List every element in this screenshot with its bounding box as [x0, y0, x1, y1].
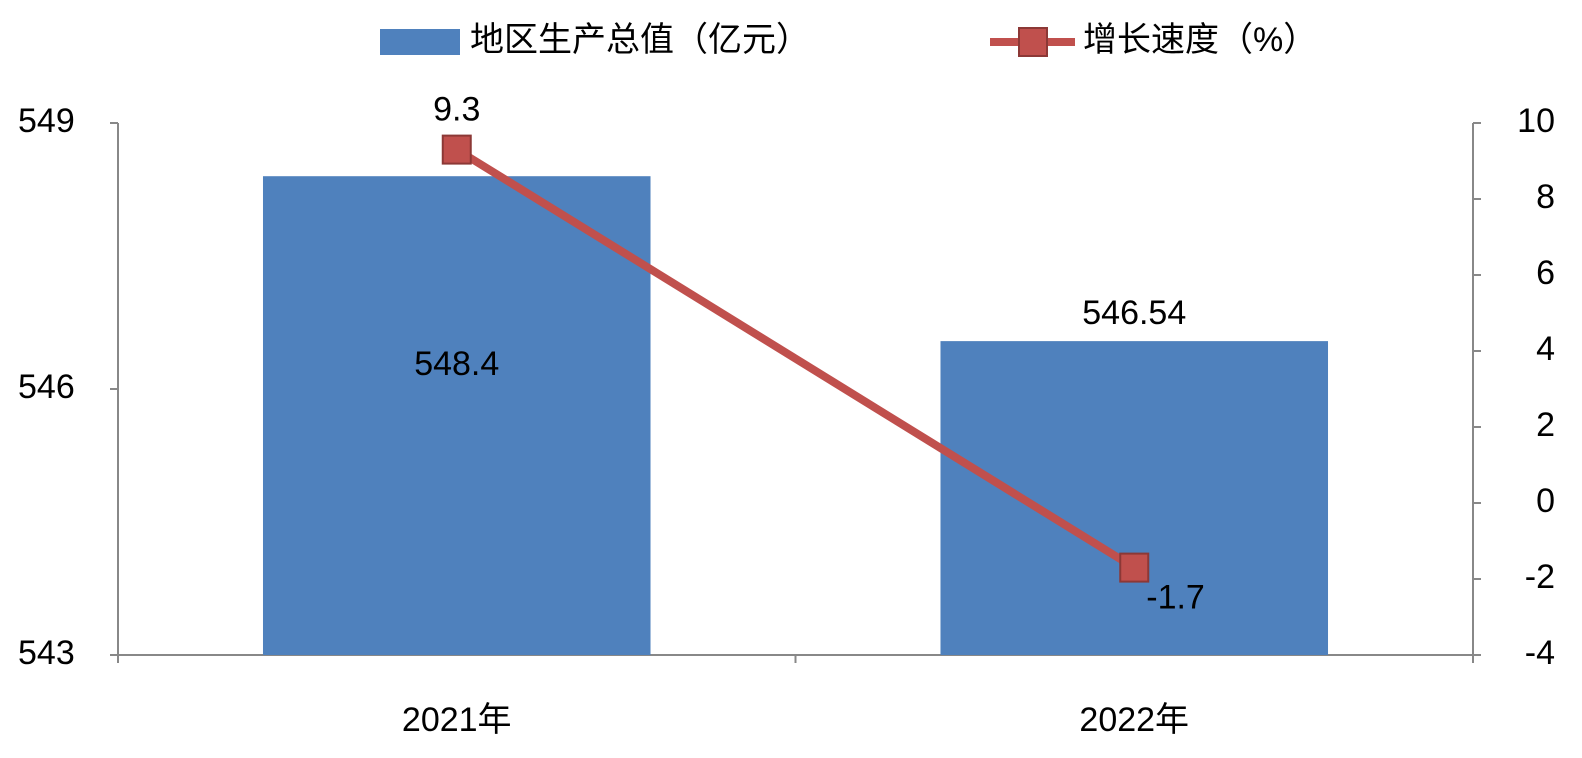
legend-label: 地区生产总值（亿元） — [470, 21, 810, 59]
line-marker — [441, 134, 472, 165]
y2-tick-label: 4 — [1536, 330, 1555, 368]
bar — [940, 341, 1329, 655]
line-marker — [1119, 552, 1150, 583]
legend-marker — [1018, 27, 1048, 57]
x-tick-label: 2021年 — [402, 701, 512, 739]
legend-label: 增长速度（%） — [1083, 21, 1317, 59]
y2-tick-label: 2 — [1536, 406, 1555, 444]
y2-tick-label: -4 — [1525, 634, 1555, 672]
y-tick-label: 543 — [18, 634, 75, 672]
y-tick-label: 549 — [18, 102, 75, 140]
y2-tick-label: 8 — [1536, 178, 1555, 216]
line — [454, 146, 1137, 572]
line-value-label: -1.7 — [1146, 579, 1205, 617]
x-tick-label: 2022年 — [1079, 701, 1189, 739]
y2-tick-label: 0 — [1536, 482, 1555, 520]
bar-value-label: 546.54 — [1082, 294, 1186, 332]
y-tick-label: 546 — [18, 368, 75, 406]
y2-tick-label: -2 — [1525, 558, 1555, 596]
y2-tick-label: 6 — [1536, 254, 1555, 292]
bar-value-label: 548.4 — [414, 345, 499, 383]
y2-tick-label: 10 — [1517, 102, 1555, 140]
bar — [262, 176, 651, 655]
legend-swatch — [380, 29, 460, 55]
line-value-label: 9.3 — [433, 91, 480, 129]
